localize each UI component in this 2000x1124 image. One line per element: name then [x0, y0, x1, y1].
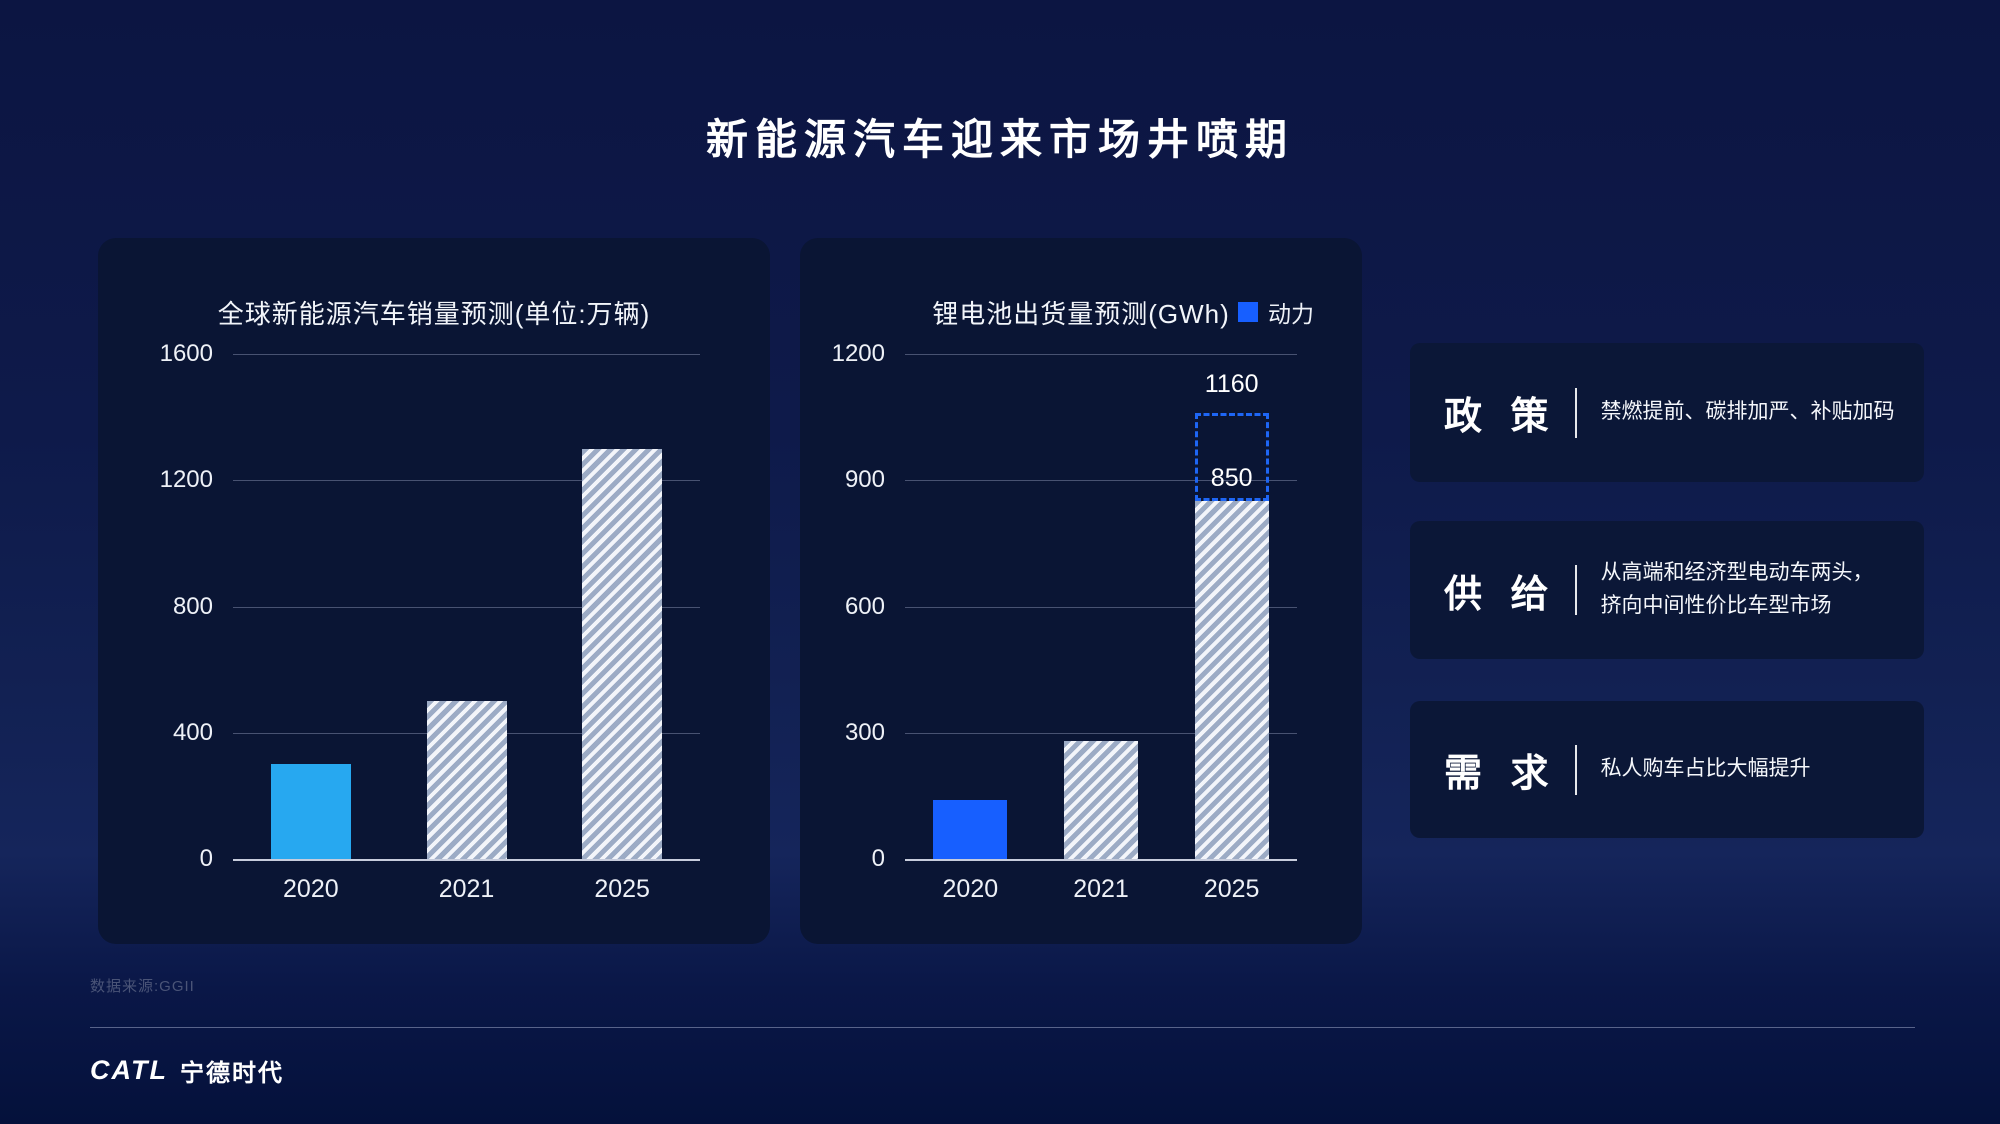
x-axis-line — [233, 859, 700, 861]
panel-policy-desc: 禁燃提前、碳排加严、补贴加码 — [1600, 400, 1895, 424]
bar-value-label: 1160 — [1204, 369, 1259, 398]
x-axis-label: 2025 — [1203, 875, 1260, 903]
chart-title: 全球新能源汽车销量预测(单位:万辆) — [217, 299, 651, 329]
catl-logo: CATL 宁德时代 — [90, 1053, 284, 1088]
legend-label: 动力 — [1268, 301, 1314, 327]
legend: 动力 — [1238, 295, 1314, 329]
catl-logo-name: 宁德时代 — [179, 1060, 284, 1087]
bar-2021 — [1064, 741, 1138, 859]
panel-supply: 供 给 从高端和经济型电动车两头， 挤向中间性价比车型市场 — [1410, 521, 1924, 659]
panel-demand-label: 需 求 — [1444, 753, 1553, 795]
bar-2021 — [426, 701, 507, 859]
chart-title: 锂电池出货量预测(GWh) — [932, 299, 1230, 329]
y-axis-tick-label: 1600 — [159, 340, 213, 367]
y-axis-tick-label: 1200 — [831, 340, 885, 367]
y-axis-tick-label: 400 — [172, 718, 213, 746]
panel-policy-label: 政 策 — [1444, 396, 1553, 438]
y-axis-tick-label: 1200 — [159, 466, 213, 494]
chart-card-battery-shipments: 锂电池出货量预测(GWh) 动力 1200 900 600 300 0 2020 2021 2… — [800, 238, 1362, 944]
x-axis-label: 2021 — [1073, 875, 1129, 903]
gridline — [905, 480, 1297, 482]
bar-2025 — [582, 448, 663, 859]
dashed-projection-box — [1194, 412, 1269, 502]
plot-area: 1200 900 600 300 0 2020 2021 2025 850 1160 — [832, 340, 1297, 903]
catl-logo-mark: CATL — [90, 1055, 168, 1085]
y-axis-tick-label: 800 — [172, 592, 213, 620]
vertical-divider — [1574, 565, 1577, 615]
panel-supply-label: 供 给 — [1444, 573, 1553, 616]
plot-area: 1600 1200 800 400 0 2020 2021 2025 — [160, 340, 700, 903]
x-axis-label: 2021 — [438, 875, 495, 903]
gridline — [233, 354, 700, 355]
legend-swatch-icon — [1238, 302, 1258, 322]
panel-policy: 政 策 禁燃提前、碳排加严、补贴加码 — [1410, 343, 1924, 482]
panel-demand: 需 求 私人购车占比大幅提升 — [1410, 701, 1924, 838]
gridline — [905, 732, 1297, 734]
bar-value-label: 850 — [1210, 464, 1253, 493]
gridline — [905, 354, 1297, 355]
panel-demand-desc: 私人购车占比大幅提升 — [1600, 757, 1811, 781]
gridline — [905, 606, 1297, 608]
x-axis-label: 2020 — [942, 875, 999, 903]
page-title: 新能源汽车迎来市场井喷期 — [705, 116, 1294, 163]
y-axis-tick-label: 300 — [844, 718, 885, 746]
y-axis-tick-label: 0 — [199, 845, 213, 872]
gridline — [233, 606, 700, 608]
y-axis-tick-label: 600 — [844, 592, 885, 620]
x-axis-line — [905, 859, 1297, 861]
chart-card-nev-sales: 全球新能源汽车销量预测(单位:万辆) 1600 1200 800 400 0 2020 20… — [98, 238, 770, 944]
bar-2025 — [1194, 501, 1269, 859]
vertical-divider — [1574, 744, 1577, 795]
gridline — [233, 480, 700, 482]
x-axis-label: 2025 — [594, 875, 650, 903]
vertical-divider — [1574, 387, 1577, 438]
y-axis-tick-label: 0 — [871, 845, 885, 872]
data-source-note: 数据来源:GGII — [90, 978, 195, 995]
footer-divider — [90, 1027, 1915, 1028]
x-axis-label: 2020 — [283, 875, 339, 903]
y-axis-tick-label: 900 — [844, 466, 885, 494]
bar-2020 — [270, 764, 351, 859]
bar-2020 — [933, 800, 1008, 859]
panel-supply-desc: 从高端和经济型电动车两头， 挤向中间性价比车型市场 — [1600, 561, 1874, 617]
